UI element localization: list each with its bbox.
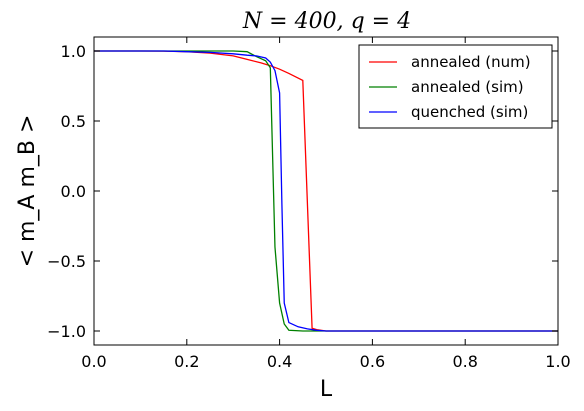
- y-tick-label: 1.0: [61, 42, 86, 61]
- legend-label-2: quenched (sim): [411, 103, 528, 121]
- x-tick-label: 0.2: [174, 352, 199, 371]
- x-tick-label: 0.6: [360, 352, 385, 371]
- plot-area: [94, 50, 558, 332]
- x-tick-label: 1.0: [545, 352, 570, 371]
- x-axis-label: L: [320, 377, 333, 402]
- y-tick-label: 0.5: [61, 112, 86, 131]
- y-axis-label: < m_A m_B >: [15, 115, 40, 268]
- x-tick-label: 0.0: [81, 352, 106, 371]
- x-tick-label: 0.4: [267, 352, 292, 371]
- legend: annealed (num) annealed (sim) quenched (si…: [358, 44, 553, 129]
- chart-title: N = 400, q = 4: [242, 9, 411, 34]
- legend-label-1: annealed (sim): [411, 78, 524, 96]
- x-tick-label: 0.8: [452, 352, 477, 371]
- y-tick-label: −0.5: [47, 252, 86, 271]
- legend-label-0: annealed (num): [411, 53, 531, 71]
- y-tick-label: −1.0: [47, 322, 86, 341]
- y-tick-label: 0.0: [61, 182, 86, 201]
- axis-ticks: 0.0 0.2 0.4 0.6 0.8 1.0 1.0 0.5 0.0 −0.5 −1.0: [47, 37, 571, 371]
- series-line-2: [94, 50, 558, 332]
